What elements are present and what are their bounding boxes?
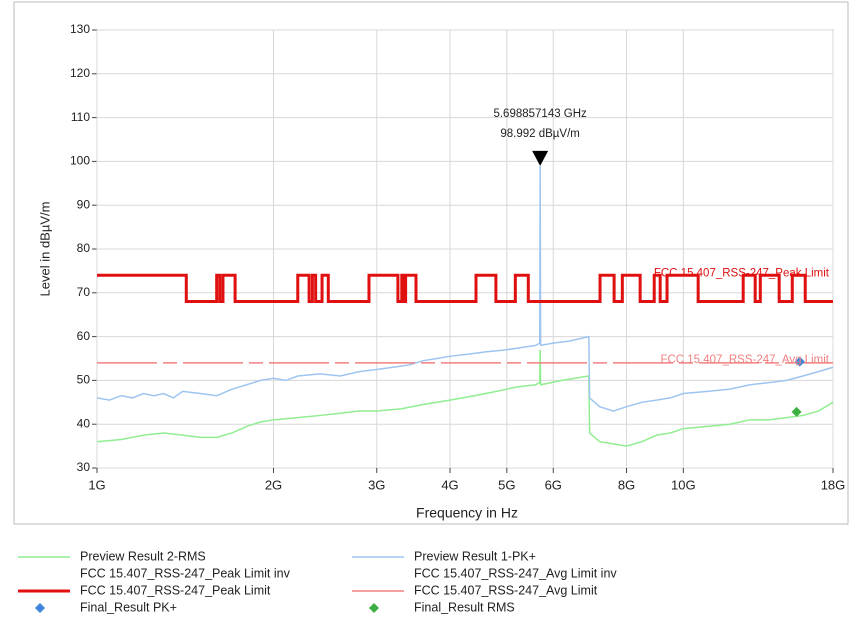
legend-label: Final_Result PK+ bbox=[80, 600, 177, 614]
marker-label: 98.992 dBµV/m bbox=[500, 128, 580, 140]
x-tick-label: 10G bbox=[671, 477, 696, 492]
x-axis-label: Frequency in Hz bbox=[416, 505, 518, 521]
y-tick-label: 40 bbox=[77, 416, 91, 430]
legend-marker bbox=[35, 603, 45, 613]
final-result-marker bbox=[791, 406, 802, 417]
y-tick-label: 50 bbox=[77, 373, 91, 387]
x-tick-label: 6G bbox=[545, 477, 562, 492]
legend-label: FCC 15.407_RSS-247_Avg Limit bbox=[414, 583, 598, 597]
y-tick-label: 100 bbox=[70, 154, 90, 168]
marker-label: 5.698857143 GHz bbox=[493, 108, 587, 120]
legend-label: FCC 15.407_RSS-247_Peak Limit inv bbox=[80, 566, 291, 580]
legend-label: Preview Result 2-RMS bbox=[80, 549, 206, 563]
series-line bbox=[96, 349, 834, 447]
x-tick-label: 2G bbox=[265, 477, 282, 492]
legend-marker bbox=[369, 603, 379, 613]
marker-triangle bbox=[532, 150, 549, 166]
limit-label: FCC 15.407_RSS-247_Avg Limit bbox=[660, 354, 829, 366]
y-tick-label: 110 bbox=[71, 110, 90, 124]
legend-label: Preview Result 1-PK+ bbox=[414, 549, 536, 563]
series-line bbox=[96, 165, 834, 412]
legend-label: Final_Result RMS bbox=[414, 600, 515, 614]
x-tick-label: 18G bbox=[821, 477, 846, 492]
x-tick-label: 4G bbox=[441, 477, 458, 492]
x-tick-label: 5G bbox=[498, 477, 515, 492]
y-tick-label: 80 bbox=[77, 241, 91, 255]
limit-label: FCC 15.407_RSS-247_Peak Limit bbox=[654, 268, 830, 280]
final-result-marker bbox=[794, 356, 805, 367]
x-tick-label: 8G bbox=[618, 477, 635, 492]
series-line bbox=[97, 273, 833, 304]
x-tick-label: 1G bbox=[88, 477, 105, 492]
y-tick-label: 130 bbox=[70, 22, 90, 36]
legend-label: FCC 15.407_RSS-247_Peak Limit bbox=[80, 583, 271, 597]
legend-label: FCC 15.407_RSS-247_Avg Limit inv bbox=[414, 566, 617, 580]
y-tick-label: 120 bbox=[70, 66, 90, 80]
x-tick-label: 3G bbox=[368, 477, 385, 492]
y-axis-label: Level in dBµV/m bbox=[37, 202, 52, 297]
y-tick-label: 30 bbox=[77, 460, 91, 474]
y-tick-label: 90 bbox=[77, 197, 91, 211]
y-tick-label: 70 bbox=[77, 285, 91, 299]
y-tick-label: 60 bbox=[77, 329, 91, 343]
